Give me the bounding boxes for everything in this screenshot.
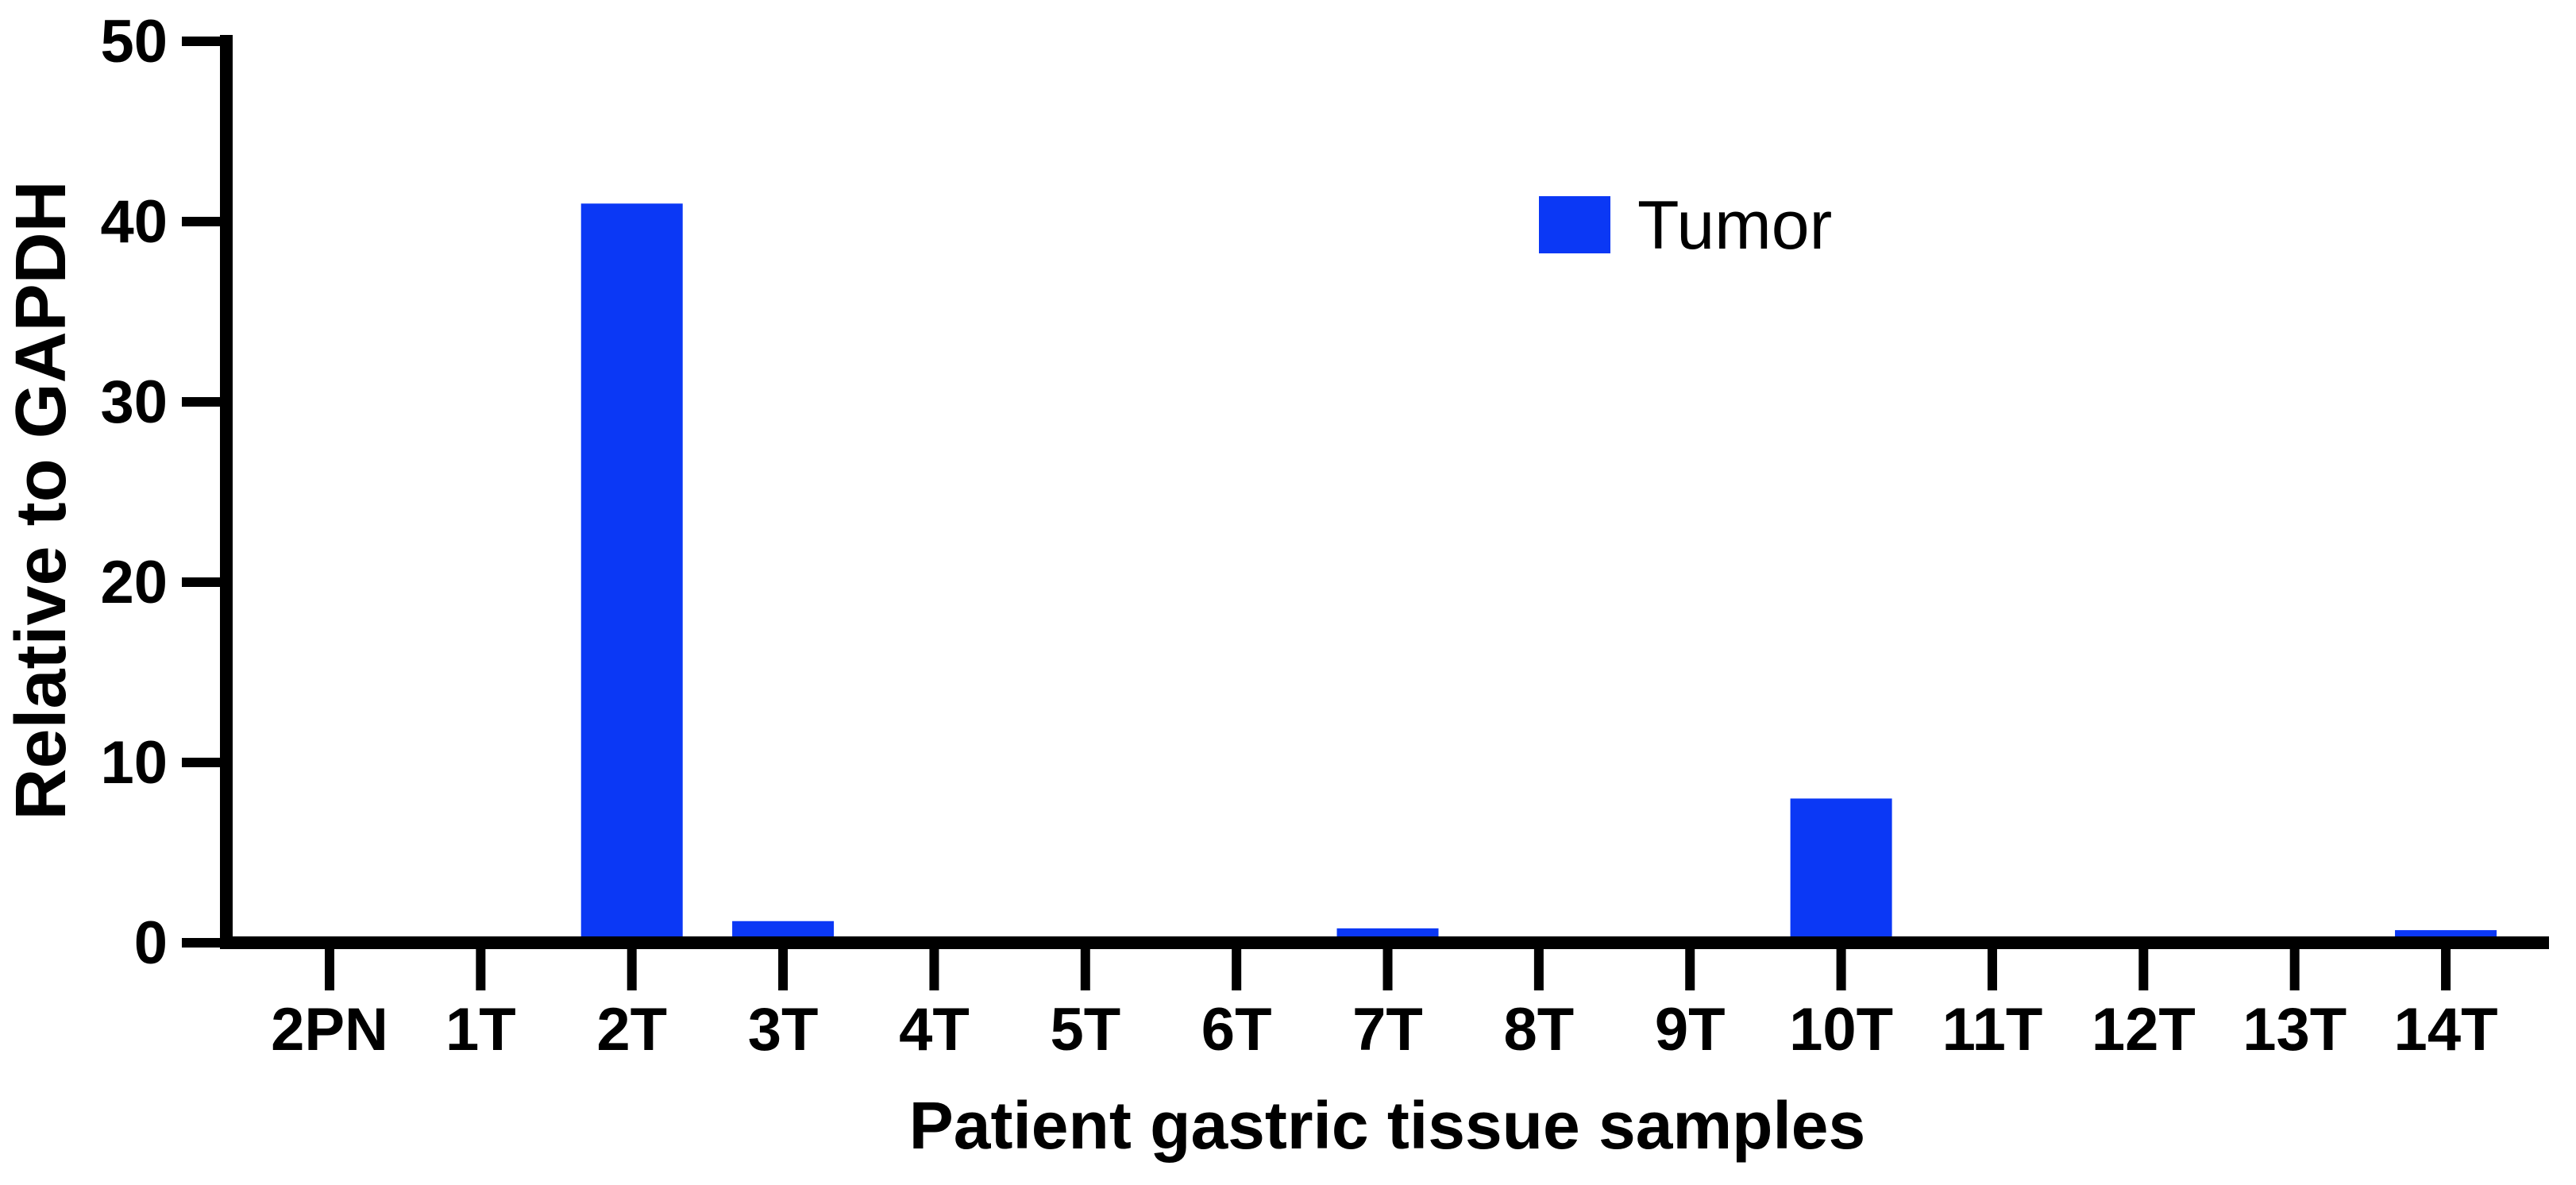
x-tick-label-12T: 12T bbox=[2092, 996, 2196, 1063]
x-tick-label-11T: 11T bbox=[1942, 996, 2043, 1063]
x-tick-label-1T: 1T bbox=[445, 996, 516, 1063]
y-tick-label-50: 50 bbox=[100, 8, 168, 75]
x-tick-labels-group: 2PN 1T 2T 3T 4T 5T 6T 7T 8T 9T 10T 11T 12T 13T 14T bbox=[271, 996, 2497, 1063]
legend: Tumor bbox=[1539, 187, 1832, 264]
x-tick-label-2T: 2T bbox=[596, 996, 667, 1063]
axes-group bbox=[220, 35, 2549, 949]
x-tick-label-14T: 14T bbox=[2394, 996, 2498, 1063]
y-tick-label-30: 30 bbox=[100, 369, 168, 436]
x-tick-label-4T: 4T bbox=[899, 996, 970, 1063]
bar-2T bbox=[580, 203, 683, 949]
y-axis-title: Relative to GAPDH bbox=[2, 180, 81, 820]
bar-10T bbox=[1790, 798, 1892, 949]
x-tick-label-10T: 10T bbox=[1789, 996, 1893, 1063]
y-tick-label-20: 20 bbox=[100, 549, 168, 616]
x-tick-label-8T: 8T bbox=[1504, 996, 1575, 1063]
y-tick-labels-group: 0 10 20 30 40 50 bbox=[100, 8, 168, 977]
x-tick-label-2PN: 2PN bbox=[271, 996, 388, 1063]
x-ticks-group bbox=[325, 949, 2451, 990]
x-tick-label-9T: 9T bbox=[1655, 996, 1726, 1063]
y-tick-label-10: 10 bbox=[100, 729, 168, 797]
x-tick-label-5T: 5T bbox=[1050, 996, 1120, 1063]
y-tick-label-40: 40 bbox=[100, 188, 168, 256]
x-tick-label-13T: 13T bbox=[2242, 996, 2347, 1063]
bars-group bbox=[580, 203, 2497, 949]
x-tick-label-7T: 7T bbox=[1352, 996, 1423, 1063]
y-ticks-group bbox=[182, 37, 226, 948]
x-tick-label-6T: 6T bbox=[1201, 996, 1272, 1063]
x-axis-title: Patient gastric tissue samples bbox=[909, 1088, 1866, 1163]
legend-swatch bbox=[1539, 196, 1610, 253]
x-tick-label-3T: 3T bbox=[748, 996, 819, 1063]
y-tick-label-0: 0 bbox=[134, 909, 168, 977]
legend-label: Tumor bbox=[1637, 187, 1832, 264]
